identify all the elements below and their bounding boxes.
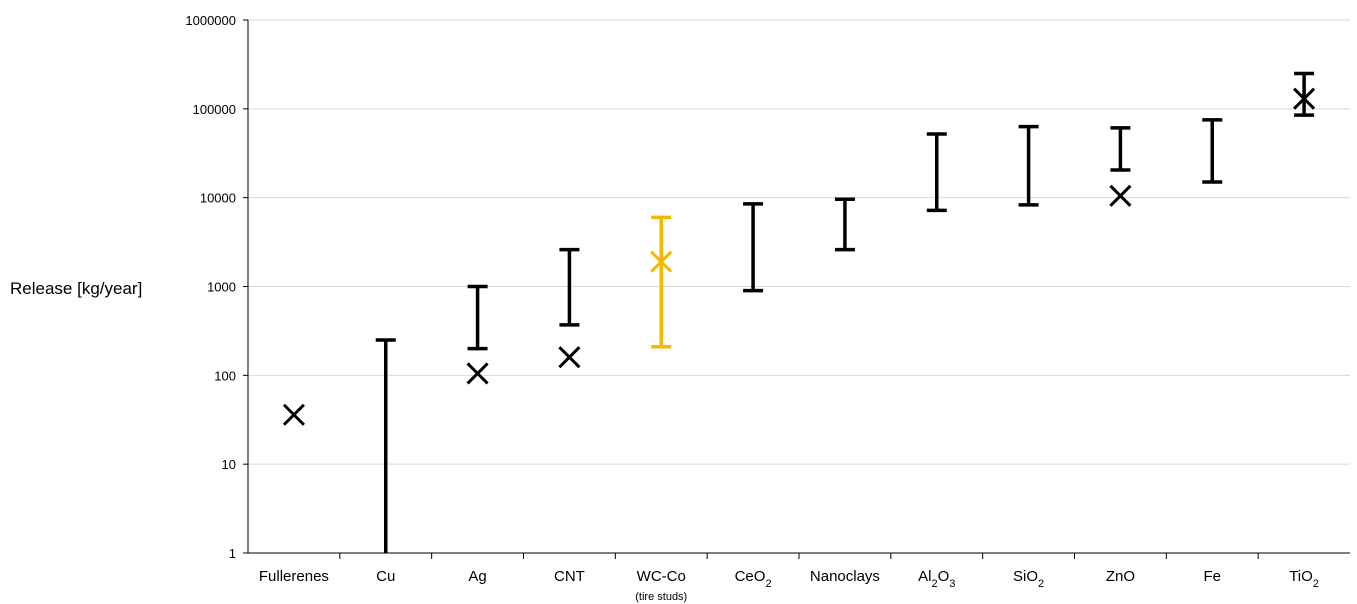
x-tick-label: TiO2 xyxy=(1289,568,1319,590)
x-tick-note: (tire studs) xyxy=(635,591,687,603)
x-tick-labels: Fullerenes Cu Ag CNT WC-Co (tire studs) CeO2 Na… xyxy=(259,568,1319,603)
range-bar xyxy=(1110,126,1131,172)
point-marker xyxy=(650,250,673,273)
x-tick-label: WC-Co xyxy=(637,568,686,585)
y-tick-labels: 1 10 100 1000 10000 100000 1000000 xyxy=(185,13,236,561)
point-marker xyxy=(282,403,305,426)
x-tick-label: Fe xyxy=(1203,568,1221,585)
x-tick-label: Nanoclays xyxy=(810,568,880,585)
y-axis-label: Release [kg/year] xyxy=(10,279,142,298)
point-marker xyxy=(1293,87,1316,110)
range-bar xyxy=(559,247,580,327)
y-tick-label: 1000000 xyxy=(185,13,236,28)
x-tick-label: Cu xyxy=(376,568,395,585)
range-bar xyxy=(1294,71,1315,117)
y-tick-label: 100 xyxy=(214,368,236,383)
x-tick-label: Ag xyxy=(468,568,486,585)
gridlines xyxy=(248,19,1350,465)
x-tick-label: ZnO xyxy=(1106,568,1135,585)
range-bar xyxy=(926,132,947,213)
x-tick-label: Al2O3 xyxy=(918,568,955,590)
x-tick-label: Fullerenes xyxy=(259,568,329,585)
range-bar xyxy=(743,202,764,293)
range-bar xyxy=(1018,124,1039,207)
range-bar xyxy=(1202,118,1223,184)
y-tick-label: 1 xyxy=(229,546,236,561)
point-marker xyxy=(1109,184,1132,207)
range-bar xyxy=(651,215,672,349)
x-tick-label: CNT xyxy=(554,568,585,585)
y-tick-label: 1000 xyxy=(207,280,236,295)
range-bar xyxy=(834,197,855,252)
y-tick-label: 10 xyxy=(222,457,236,472)
point-marker xyxy=(466,362,489,385)
y-tick-label: 100000 xyxy=(193,102,236,117)
range-bar xyxy=(375,338,396,553)
data-marks xyxy=(282,71,1316,553)
x-tick-label: CeO2 xyxy=(735,568,772,590)
point-marker xyxy=(558,346,581,369)
axes xyxy=(243,19,1350,559)
range-bar xyxy=(467,284,488,351)
x-tick-label: SiO2 xyxy=(1013,568,1044,590)
y-tick-label: 10000 xyxy=(200,191,236,206)
